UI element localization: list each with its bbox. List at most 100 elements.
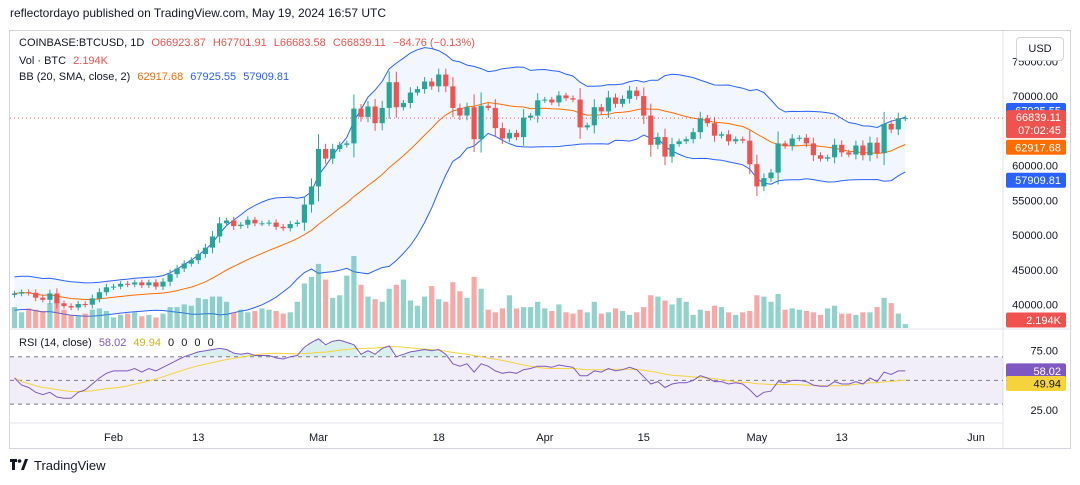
volume-bar [902, 324, 908, 328]
chart-frame[interactable]: 75000.0070000.0065000.0060000.0055000.00… [9, 30, 1072, 450]
volume-bar [747, 311, 753, 328]
rsi-extra-4: 0 [207, 337, 214, 349]
volume-bar [726, 312, 732, 328]
candle-body [61, 303, 67, 307]
candle-body [740, 139, 746, 141]
candle-body [245, 219, 251, 225]
volume-bar [542, 308, 548, 328]
volume-bar [676, 297, 682, 328]
rsi-overbought-fill [293, 355, 301, 357]
rsi-ma-badge: 49.94 [1033, 379, 1061, 391]
chart-canvas[interactable]: 75000.0070000.0065000.0060000.0055000.00… [10, 31, 1072, 450]
volume-bar [704, 311, 710, 328]
candle-body [499, 128, 505, 139]
volume-bar [436, 299, 442, 328]
candle-body [478, 105, 484, 140]
rsi-legend[interactable]: RSI (14, close) 58.02 49.94 0 0 0 0 [19, 337, 218, 349]
candle-body [414, 89, 421, 93]
tradingview-logo-icon [10, 458, 28, 473]
candle-body [718, 134, 725, 136]
candle-body [259, 223, 265, 225]
volume-bar [103, 311, 109, 328]
volume-bar [301, 283, 307, 328]
rsi-line [14, 338, 906, 399]
candle-body [407, 92, 413, 103]
candle-body [676, 141, 682, 145]
brand[interactable]: TradingView [10, 458, 106, 473]
candle-body [803, 137, 809, 144]
candle-body [146, 282, 152, 286]
volume-bar [26, 308, 32, 328]
volume-bar [315, 263, 322, 328]
volume-bar [485, 309, 491, 328]
volume-bar [648, 295, 654, 328]
candle-body [881, 123, 887, 154]
published-by-text: reflectordayo published on TradingView.c… [10, 6, 386, 20]
rsi-overbought-fill [336, 340, 344, 357]
volume-bar [605, 312, 611, 328]
volume-bar [782, 309, 788, 328]
volume-bar [690, 314, 696, 328]
volume-value: 2.194K [73, 55, 109, 67]
candle-body [598, 107, 604, 112]
candle-body [294, 222, 300, 224]
bb-legend[interactable]: BB (20, SMA, close, 2) 62917.68 67925.55… [19, 71, 293, 83]
volume-badge-bg [1006, 312, 1066, 328]
rsi-ma-line [14, 345, 906, 393]
volume-bar [266, 309, 272, 328]
brand-name: TradingView [34, 458, 106, 473]
volume-bar [803, 311, 809, 328]
rsi-extra-2: 0 [181, 337, 188, 349]
last-price-badge: 66839.11 [1016, 112, 1061, 124]
volume-bar [683, 301, 689, 328]
volume-bar [110, 317, 117, 328]
volume-legend[interactable]: Vol · BTC 2.194K [19, 55, 112, 67]
bb-label: BB (20, SMA, close, 2) [19, 71, 131, 83]
candle-body [521, 117, 527, 138]
candle-body [386, 82, 392, 108]
volume-bar [634, 312, 640, 328]
symbol-label[interactable]: COINBASE:BTCUSD, 1D [19, 37, 145, 49]
candle-body [202, 247, 208, 254]
volume-bar [195, 297, 201, 328]
rsi-overbought-fill [385, 346, 393, 357]
volume-bar [535, 301, 541, 328]
candle-body [485, 105, 491, 108]
volume-bar [825, 308, 831, 328]
bb-lower-value: 57909.81 [243, 71, 290, 83]
volume-bar [273, 311, 279, 328]
currency-button[interactable]: USD [1016, 37, 1064, 61]
volume-bar [789, 308, 795, 328]
candle-body [853, 145, 859, 155]
time-tick-label: 13 [836, 432, 848, 444]
rsi-overbought-fill [307, 342, 315, 357]
volume-bar [153, 317, 159, 328]
rsi-extra-3: 0 [194, 337, 201, 349]
volume-bar [118, 314, 124, 328]
volume-bar [414, 305, 421, 328]
candle-body [683, 139, 689, 142]
price-badges-layer: 67925.5566839.1107:02:4562917.6857909.81… [1006, 103, 1066, 391]
volume-bar [386, 288, 392, 328]
candle-body [733, 139, 739, 142]
volume-bar [754, 295, 760, 328]
candle-body [846, 152, 852, 155]
candle-body [365, 106, 371, 117]
candle-body [542, 99, 548, 101]
volume-bar [733, 314, 739, 328]
volume-bar [61, 309, 67, 328]
rsi-overbought-fill [435, 349, 443, 357]
candle-body [570, 98, 576, 100]
candle-body [450, 86, 456, 108]
candle-body [82, 304, 88, 305]
candle-body [40, 297, 46, 300]
volume-bar [245, 312, 251, 328]
candle-body [54, 293, 60, 304]
candle-body [174, 268, 180, 275]
volume-bar [224, 301, 230, 328]
volume-bar [89, 309, 95, 328]
volume-bar [549, 311, 555, 328]
volume-bar [832, 305, 838, 328]
candle-body [118, 283, 124, 287]
candle-body [711, 123, 718, 136]
